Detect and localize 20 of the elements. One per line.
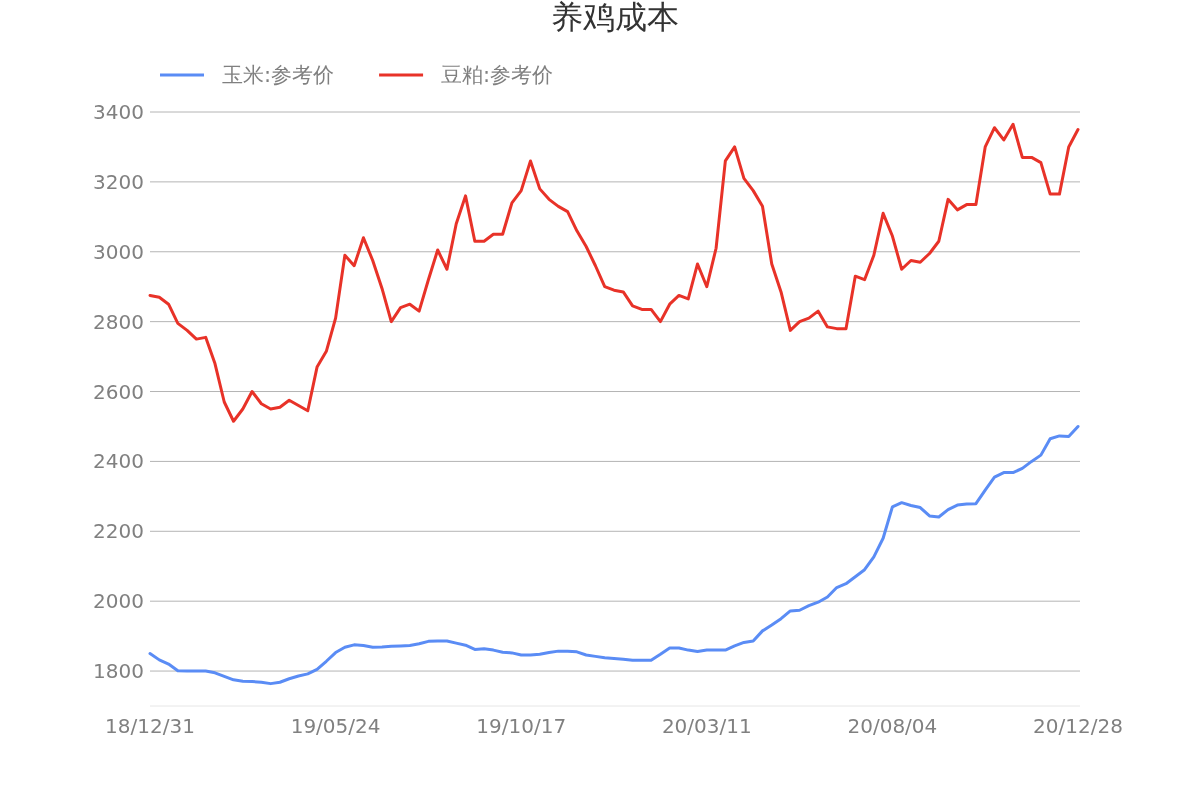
x-tick-label: 19/05/24 bbox=[290, 714, 381, 738]
y-tick-label: 2200 bbox=[93, 519, 144, 544]
chart-title: 养鸡成本 bbox=[551, 0, 679, 36]
y-tick-label: 3200 bbox=[93, 169, 144, 194]
legend-label: 玉米:参考价 bbox=[222, 63, 335, 87]
line-series bbox=[148, 122, 1080, 423]
y-tick-label: 2600 bbox=[93, 379, 144, 404]
y-tick-label: 3000 bbox=[93, 239, 144, 264]
y-tick-label: 3400 bbox=[93, 100, 144, 124]
y-tick-label: 1800 bbox=[93, 659, 144, 684]
x-tick-label: 20/12/28 bbox=[1033, 714, 1123, 738]
line-series bbox=[148, 424, 1080, 686]
x-tick-label: 19/10/17 bbox=[476, 714, 567, 738]
y-tick-label: 2000 bbox=[93, 589, 144, 614]
x-tick-label: 18/12/31 bbox=[105, 714, 195, 738]
y-tick-label: 2400 bbox=[93, 449, 144, 474]
y-tick-label: 2800 bbox=[93, 309, 144, 334]
x-tick-label: 20/03/11 bbox=[661, 714, 752, 738]
x-tick-label: 20/08/04 bbox=[847, 714, 938, 738]
legend-label: 豆粕:参考价 bbox=[441, 63, 554, 87]
